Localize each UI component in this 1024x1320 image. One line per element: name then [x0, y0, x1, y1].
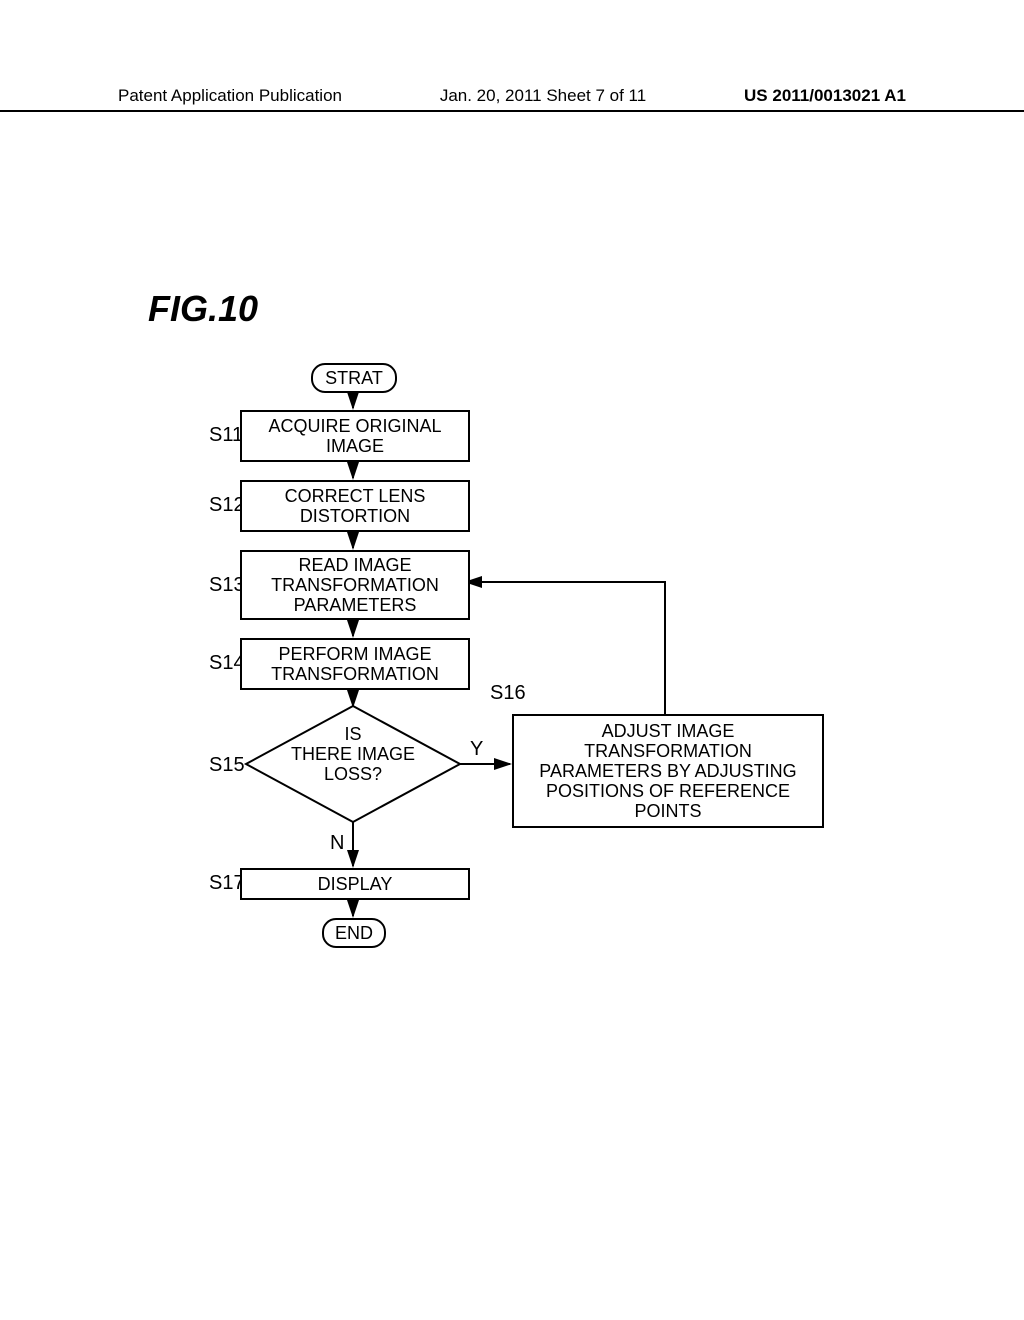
edge-label-yes: Y — [470, 738, 483, 761]
step-label-s15: S15 — [209, 754, 245, 777]
process-s17: DISPLAY — [240, 868, 470, 900]
header-row: Patent Application Publication Jan. 20, … — [0, 86, 1024, 106]
decision-s15-text: IS THERE IMAGE LOSS? — [276, 724, 430, 784]
process-s12: CORRECT LENS DISTORTION — [240, 480, 470, 532]
flowchart-lines — [0, 0, 1024, 1320]
figure-title: FIG.10 — [148, 288, 258, 330]
header-mid: Jan. 20, 2011 Sheet 7 of 11 — [440, 86, 646, 106]
terminal-end: END — [322, 918, 386, 948]
page: Patent Application Publication Jan. 20, … — [0, 0, 1024, 1320]
process-s13: READ IMAGE TRANSFORMATION PARAMETERS — [240, 550, 470, 620]
process-s14: PERFORM IMAGE TRANSFORMATION — [240, 638, 470, 690]
page-header: Patent Application Publication Jan. 20, … — [0, 86, 1024, 112]
process-s14-text: PERFORM IMAGE TRANSFORMATION — [271, 644, 439, 684]
process-s11-text: ACQUIRE ORIGINAL IMAGE — [268, 416, 441, 456]
process-s11: ACQUIRE ORIGINAL IMAGE — [240, 410, 470, 462]
step-label-s11: S11 — [209, 424, 243, 447]
process-s13-text: READ IMAGE TRANSFORMATION PARAMETERS — [271, 555, 439, 615]
edge-label-no: N — [330, 832, 344, 855]
process-s12-text: CORRECT LENS DISTORTION — [285, 486, 426, 526]
process-s17-text: DISPLAY — [318, 874, 393, 894]
step-label-s16: S16 — [490, 682, 526, 705]
process-s16: ADJUST IMAGE TRANSFORMATION PARAMETERS B… — [512, 714, 824, 828]
terminal-start: STRAT — [311, 363, 397, 393]
header-right: US 2011/0013021 A1 — [744, 86, 906, 106]
header-left: Patent Application Publication — [118, 86, 342, 106]
process-s16-text: ADJUST IMAGE TRANSFORMATION PARAMETERS B… — [539, 721, 796, 821]
